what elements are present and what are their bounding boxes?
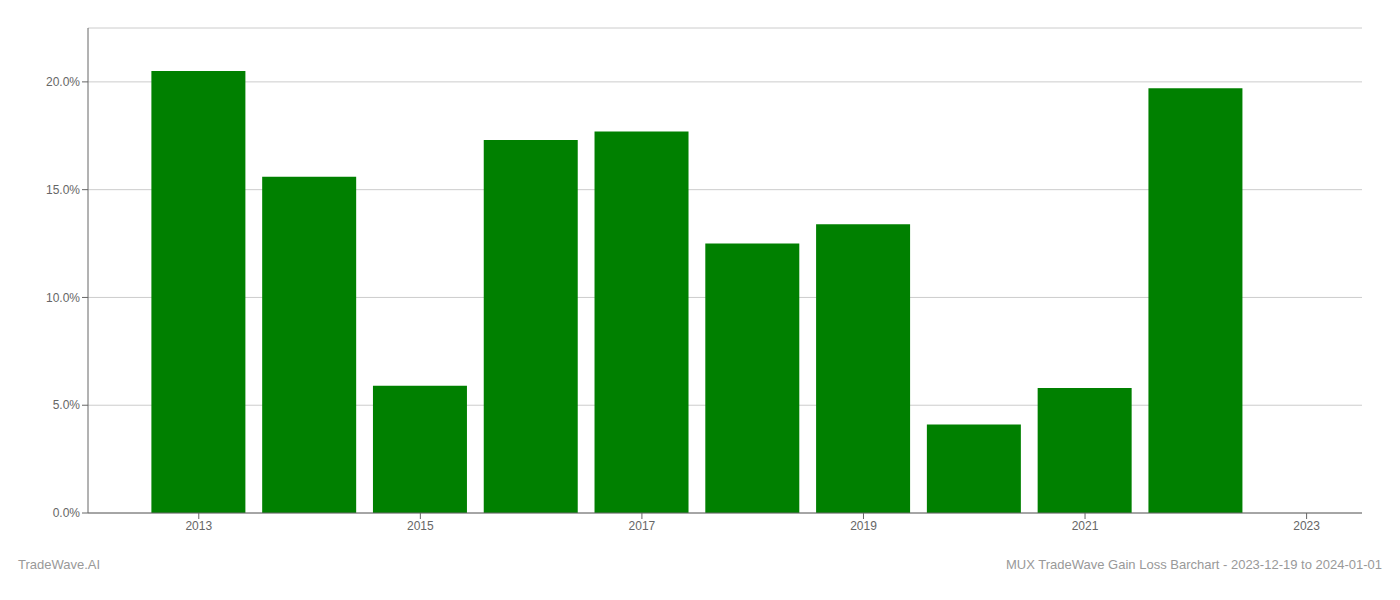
svg-text:2019: 2019 [850, 519, 877, 533]
svg-text:2017: 2017 [629, 519, 656, 533]
html-text:TradeWave.AI: TradeWave.AI [18, 557, 101, 572]
svg-text:0.0%: 0.0% [53, 506, 81, 520]
svg-text:20.0%: 20.0% [46, 75, 80, 89]
svg-text:2021: 2021 [1072, 519, 1099, 533]
svg-text:2023: 2023 [1293, 519, 1320, 533]
svg-text:2013: 2013 [185, 519, 212, 533]
svg-text:5.0%: 5.0% [53, 398, 81, 412]
html-text:MUX TradeWave Gain Loss Barcha: MUX TradeWave Gain Loss Barchart - 2023-… [1006, 557, 1382, 572]
svg-text:15.0%: 15.0% [46, 183, 80, 197]
svg-text:10.0%: 10.0% [46, 291, 80, 305]
svg-text:2015: 2015 [407, 519, 434, 533]
